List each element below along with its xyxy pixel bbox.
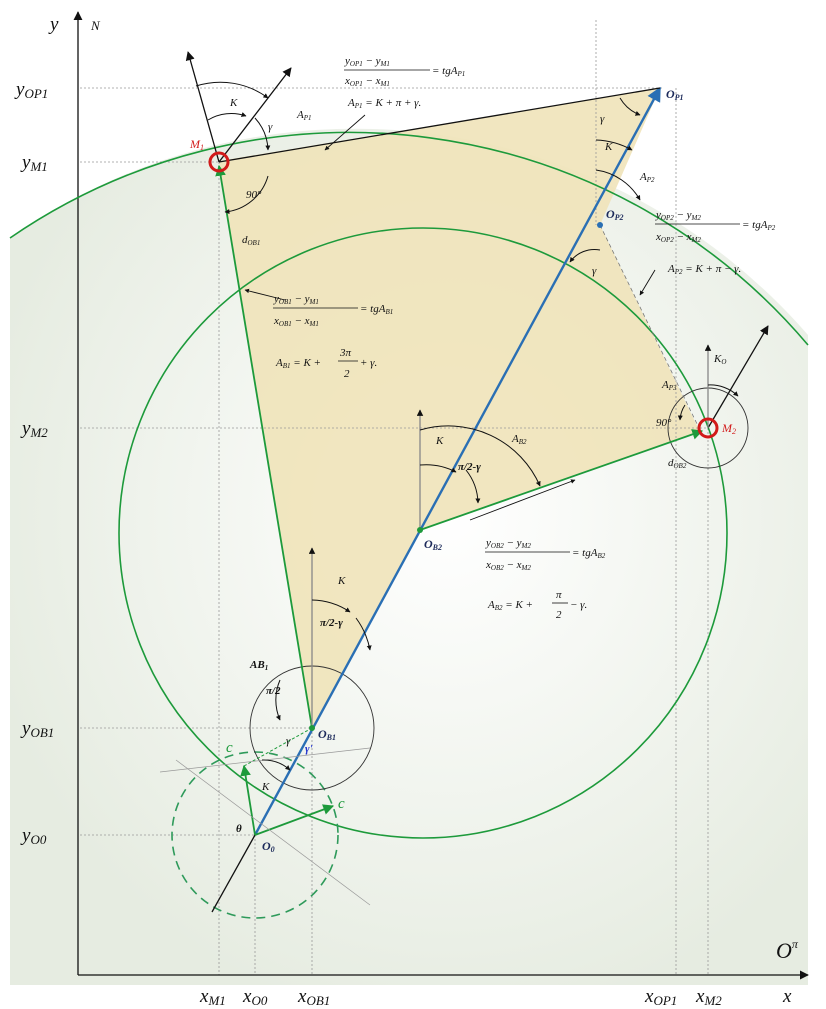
- svg-text:AP2: AP2: [639, 171, 655, 184]
- point-op2-dot: [597, 222, 603, 228]
- label-dob1: dOB1: [242, 234, 260, 247]
- svg-text:xOB1: xOB1: [297, 986, 330, 1008]
- north-label: N: [90, 18, 101, 33]
- svg-text:xOP2 − xM2: xOP2 − xM2: [655, 231, 701, 244]
- svg-text:θ: θ: [236, 823, 242, 835]
- svg-text:xO0: xO0: [242, 986, 268, 1008]
- svg-text:K: K: [604, 141, 613, 153]
- large-green-arc: [9, 131, 809, 346]
- svg-text:xM2: xM2: [695, 986, 722, 1008]
- svg-text:= tgAB1: = tgAB1: [360, 303, 393, 316]
- callout-arrows: [244, 114, 656, 521]
- svg-text:= tgAB2: = tgAB2: [572, 547, 606, 560]
- label-m2: M2: [721, 421, 736, 436]
- svg-text:2: 2: [556, 609, 562, 621]
- point-m2-marker: [697, 417, 719, 439]
- svg-text:AB1: AB1: [249, 659, 268, 672]
- svg-text:γ': γ': [305, 743, 313, 755]
- svg-text:K: K: [229, 97, 238, 109]
- y-axis-label: y: [48, 14, 59, 35]
- x-axis-label: x: [782, 986, 792, 1007]
- svg-text:AP1: AP1: [296, 109, 312, 122]
- svg-text:xM1: xM1: [199, 986, 226, 1008]
- svg-text:xOP1 − xM1: xOP1 − xM1: [344, 75, 390, 88]
- svg-text:yOP2 − yM2: yOP2 − yM2: [655, 209, 701, 222]
- svg-text:yM2: yM2: [20, 418, 48, 440]
- x-tick-labels: xM1 xO0 xOB1 xOP1 xM2: [199, 986, 722, 1008]
- svg-text:yOB1: yOB1: [20, 718, 54, 740]
- svg-text:yO0: yO0: [20, 825, 47, 847]
- formula-ab2: yOB2 − yM2 xOB2 − xM2 = tgAB2 AB2 = K + …: [485, 537, 606, 621]
- vector-c1: c⃗: [226, 740, 244, 756]
- svg-text:= tgAP2: = tgAP2: [742, 219, 776, 232]
- svg-text:π/2: π/2: [266, 685, 281, 697]
- svg-text:K: K: [337, 575, 346, 587]
- svg-text:= tgAP1: = tgAP1: [432, 65, 465, 78]
- svg-text:− γ.: − γ.: [570, 599, 587, 611]
- svg-text:γ: γ: [268, 121, 273, 133]
- point-m1-marker: [208, 151, 230, 173]
- svg-text:π/2-γ: π/2-γ: [320, 617, 343, 629]
- svg-text:+ γ.: + γ.: [360, 357, 377, 369]
- y-tick-labels: yOP1 yM1 yM2 yOB1 yO0: [14, 79, 54, 847]
- shaded-region: [219, 88, 700, 728]
- middle-green-circle: [118, 227, 728, 839]
- svg-text:π/2-γ: π/2-γ: [458, 461, 481, 473]
- svg-text:AB2 = K +: AB2 = K +: [487, 599, 533, 612]
- course-extension: [211, 834, 256, 913]
- angle-labels: K γ AP1 90° K AB2 π/2-γ K π/2-γ AB1 π/2 …: [229, 97, 726, 835]
- formula-ab1: yOB1 − yM1 xOB1 − xM1 = tgAB1 AB1 = K + …: [273, 293, 393, 380]
- svg-text:AP1 = K + π + γ.: AP1 = K + π + γ.: [347, 97, 421, 110]
- label-ob1: OB1: [318, 727, 336, 742]
- vector-c2: c⃗: [338, 796, 356, 812]
- svg-text:AB2: AB2: [511, 433, 527, 446]
- course-line: [253, 86, 662, 836]
- svg-text:KO: KO: [713, 353, 726, 366]
- svg-text:yOP1 − yM1: yOP1 − yM1: [344, 55, 390, 68]
- green-lines: [215, 164, 704, 836]
- svg-text:xOB1 − xM1: xOB1 − xM1: [273, 315, 319, 328]
- point-ob1-dot: [309, 725, 315, 731]
- svg-text:γ: γ: [286, 735, 291, 747]
- svg-text:yOB1 − yM1: yOB1 − yM1: [273, 293, 319, 306]
- svg-text:xOP1: xOP1: [644, 986, 677, 1008]
- svg-text:yM1: yM1: [20, 152, 48, 174]
- svg-text:K: K: [435, 435, 444, 447]
- svg-text:AP2 = K + π − γ.: AP2 = K + π − γ.: [667, 263, 741, 276]
- svg-text:2: 2: [344, 368, 350, 380]
- bearing-lines: [159, 51, 769, 906]
- label-op1: OP1: [666, 87, 684, 102]
- label-op2: OP2: [606, 207, 624, 222]
- svg-text:π: π: [556, 589, 562, 601]
- svg-text:yOB2 − yM2: yOB2 − yM2: [485, 537, 531, 550]
- formula-ap2: yOP2 − yM2 xOP2 − xM2 = tgAP2 AP2 = K + …: [655, 209, 776, 276]
- point-ob2-dot: [417, 527, 423, 533]
- svg-text:90°: 90°: [656, 417, 672, 429]
- svg-text:K: K: [261, 781, 270, 793]
- formula-ap1: yOP1 − yM1 xOP1 − xM1 = tgAP1 AP1 = K + …: [344, 55, 465, 110]
- svg-text:yOP1: yOP1: [14, 79, 48, 101]
- label-dob2: dOB2: [668, 457, 687, 470]
- reference-lines: [80, 20, 709, 975]
- label-m1: M1: [189, 137, 204, 152]
- label-o0: O0: [262, 839, 275, 854]
- axes: [73, 11, 809, 980]
- label-ob2: OB2: [424, 537, 442, 552]
- svg-text:xOB2 − xM2: xOB2 − xM2: [485, 559, 531, 572]
- svg-text:γ: γ: [600, 113, 605, 125]
- angle-arcs: [195, 81, 739, 771]
- svg-text:γ: γ: [592, 265, 597, 277]
- svg-text:90°: 90°: [246, 189, 262, 201]
- svg-text:AP3: AP3: [661, 379, 677, 392]
- origin-label: Oπ: [776, 937, 799, 963]
- svg-text:AB1 = K +: AB1 = K +: [275, 357, 321, 370]
- svg-text:3π: 3π: [339, 347, 352, 359]
